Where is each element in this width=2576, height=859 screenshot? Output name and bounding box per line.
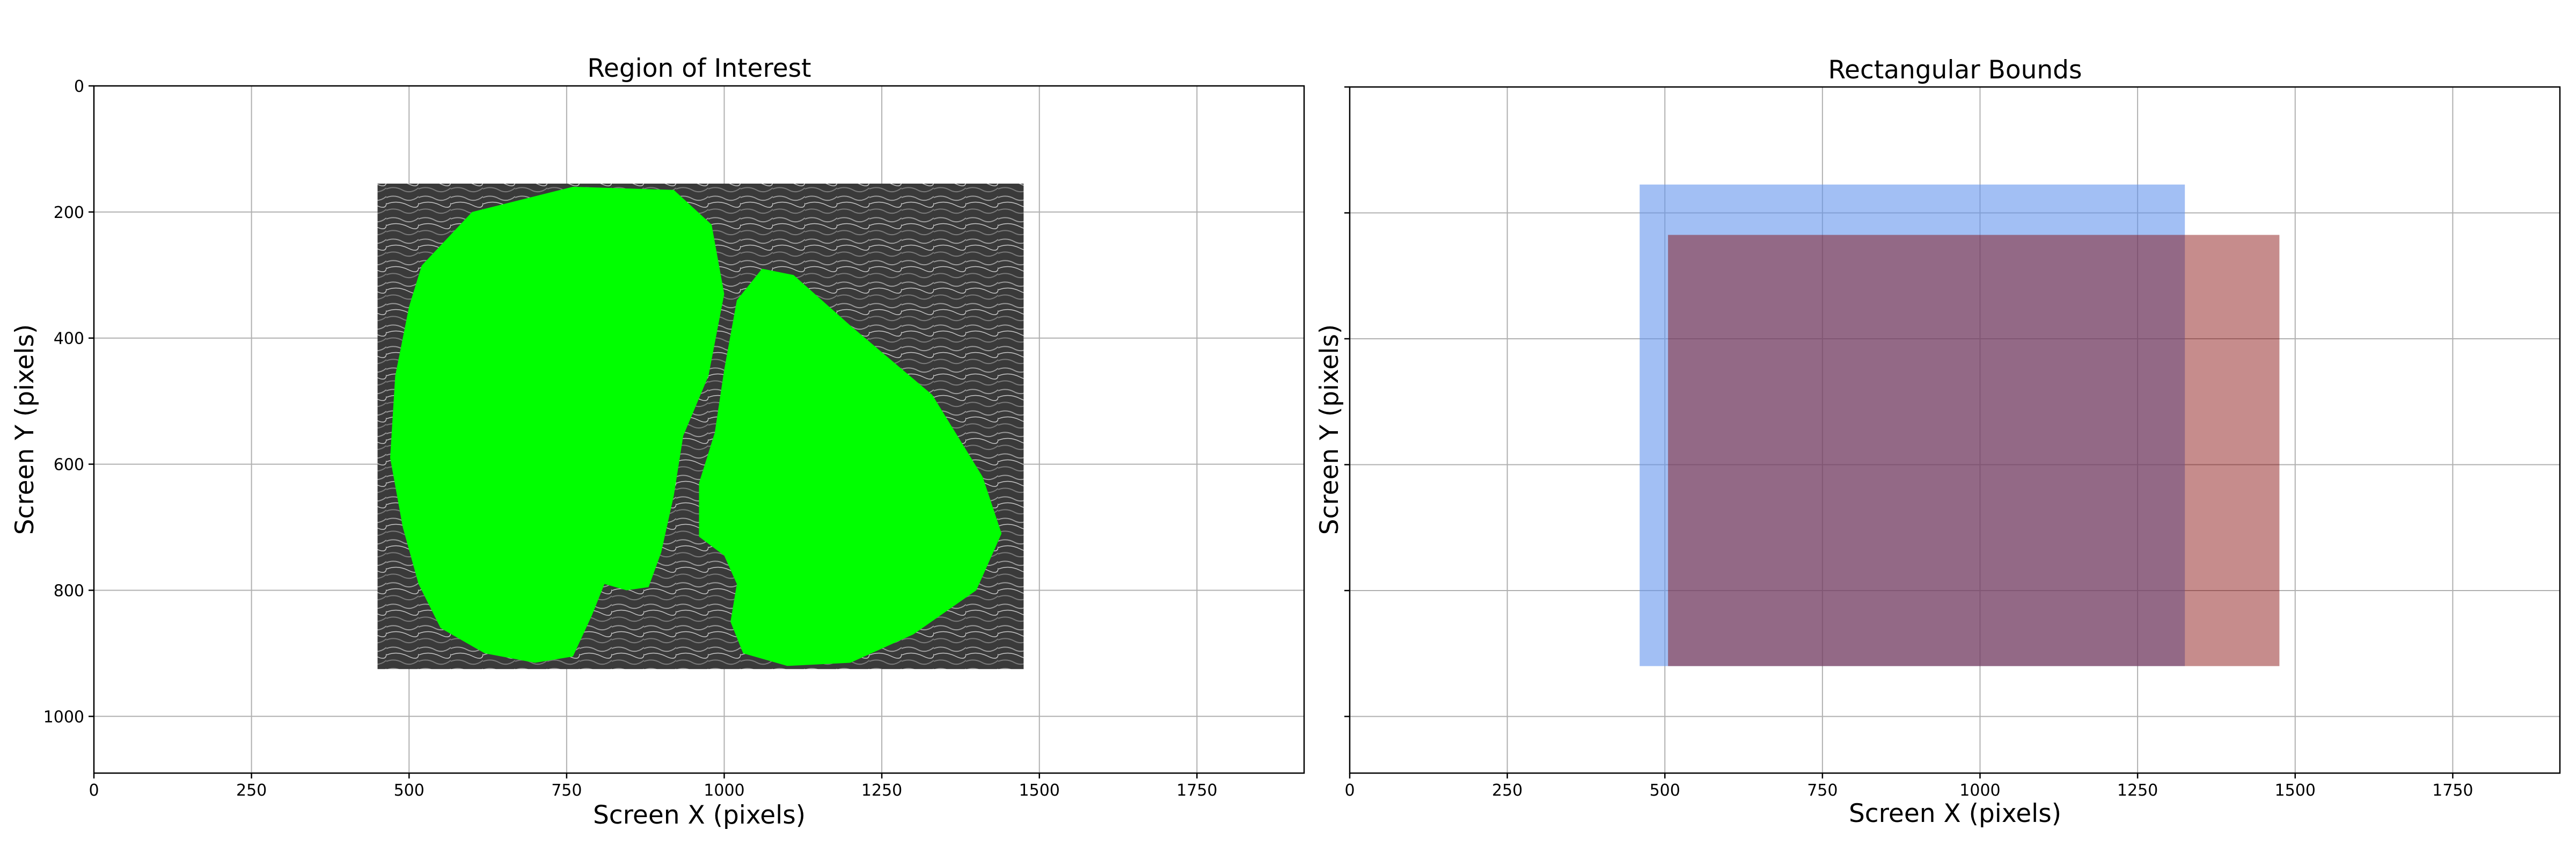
axes-frame bbox=[1349, 86, 2561, 774]
x-tick-label: 1500 bbox=[2275, 781, 2316, 800]
y-tick-label: 200 bbox=[54, 203, 84, 222]
x-tick-label: 1750 bbox=[2432, 781, 2473, 800]
x-axis-label: Screen X (pixels) bbox=[593, 800, 806, 830]
x-tick-label: 250 bbox=[1492, 781, 1523, 800]
x-tick-label: 1000 bbox=[1959, 781, 2000, 800]
bounding-rectangles bbox=[1640, 184, 2280, 666]
axes-frame bbox=[93, 85, 1305, 774]
x-tick-label: 1500 bbox=[1019, 781, 1060, 800]
right-region bbox=[699, 268, 1002, 666]
x-tick-label: 750 bbox=[1807, 781, 1838, 800]
mask-regions bbox=[390, 186, 1002, 666]
x-tick-label: 1750 bbox=[1176, 781, 1217, 800]
y-tick-label: 600 bbox=[54, 456, 84, 475]
chart-title: Region of Interest bbox=[587, 54, 811, 83]
x-tick-label: 500 bbox=[1650, 781, 1680, 800]
x-tick-label: 1000 bbox=[704, 781, 744, 800]
x-tick-label: 750 bbox=[551, 781, 582, 800]
x-tick-label: 0 bbox=[89, 781, 99, 800]
x-axis-label: Screen X (pixels) bbox=[1849, 799, 2061, 828]
x-tick-label: 1250 bbox=[861, 781, 902, 800]
y-axis-label: Screen Y (pixels) bbox=[10, 324, 40, 535]
roi-panel: Region of Interest 0 250 500 750 1000 1250 150… bbox=[10, 54, 1305, 830]
bounds-panel: Rectangular Bounds 0 250 500 750 1000 1250 150… bbox=[1315, 55, 2561, 828]
bound-rect-2 bbox=[1668, 235, 2280, 666]
x-tick-label: 250 bbox=[236, 781, 267, 800]
x-tick-label: 500 bbox=[394, 781, 425, 800]
bound-rect-1 bbox=[1640, 184, 2185, 666]
y-axis-label: Screen Y (pixels) bbox=[1315, 324, 1344, 535]
y-tick-label: 400 bbox=[54, 330, 84, 348]
left-region bbox=[390, 186, 724, 663]
ticks: 0 250 500 750 1000 1250 1500 1750 0 200 400 600 800 1… bbox=[43, 77, 1218, 800]
y-tick-label: 800 bbox=[54, 581, 84, 600]
ticks: 0 250 500 750 1000 1250 1500 1750 bbox=[1344, 86, 2473, 800]
y-tick-label: 1000 bbox=[43, 708, 84, 726]
chart-title: Rectangular Bounds bbox=[1828, 55, 2082, 85]
y-tick-label: 0 bbox=[74, 77, 84, 96]
x-tick-label: 0 bbox=[1344, 781, 1355, 800]
x-tick-label: 1250 bbox=[2117, 781, 2158, 800]
